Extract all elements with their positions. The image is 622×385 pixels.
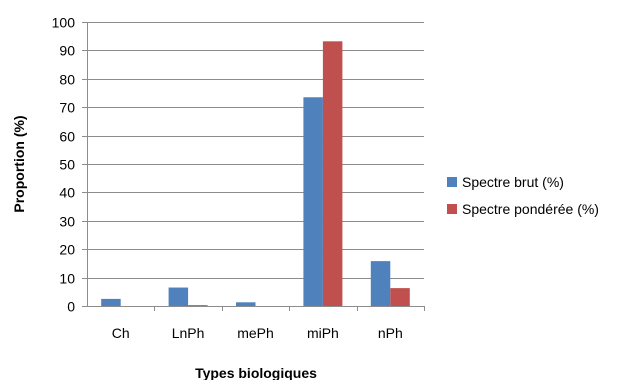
tick-labels: 0 10 20 30 40 50 60 70 80 90 100 Ch LnPh mePh miPh nPh: [52, 15, 403, 342]
y-tick-label-60: 60: [59, 129, 75, 145]
bar-LnPh-series-1: [168, 287, 189, 306]
legend-swatch-1: [447, 177, 457, 187]
x-tick-label-mePh: mePh: [237, 325, 274, 341]
bar-miPh-series-1: [303, 97, 323, 306]
y-tick-label-80: 80: [59, 72, 75, 88]
x-tick-label-LnPh: LnPh: [172, 325, 205, 341]
legend: Spectre brut (%) Spectre pondérée (%): [447, 174, 599, 217]
gridlines: [82, 22, 425, 311]
legend-label-2: Spectre pondérée (%): [462, 201, 599, 217]
y-tick-label-10: 10: [59, 271, 75, 287]
bar-Ch-series-1: [101, 298, 121, 306]
y-tick-label-30: 30: [59, 214, 75, 230]
y-tick-label-90: 90: [59, 43, 75, 59]
y-tick-label-20: 20: [59, 242, 75, 258]
y-tick-label-100: 100: [52, 15, 76, 31]
bar-LnPh-series-2: [188, 305, 208, 306]
bar-mePh-series-1: [236, 302, 256, 306]
x-tick-label-miPh: miPh: [307, 325, 339, 341]
y-tick-label-70: 70: [59, 100, 75, 116]
y-tick-label-50: 50: [59, 157, 75, 173]
y-axis-title: Proportion (%): [11, 115, 27, 212]
bars: [101, 41, 410, 306]
x-tick-label-Ch: Ch: [112, 325, 130, 341]
bar-nPh-series-1: [370, 261, 391, 306]
x-tick-label-nPh: nPh: [378, 325, 403, 341]
bar-nPh-series-2: [390, 288, 410, 306]
legend-label-1: Spectre brut (%): [462, 174, 564, 190]
axes: [87, 22, 424, 307]
legend-swatch-2: [447, 204, 457, 214]
x-axis-title: Types biologiques: [195, 365, 317, 380]
bar-miPh-series-2: [322, 41, 343, 306]
y-tick-label-0: 0: [67, 299, 75, 315]
y-tick-label-40: 40: [59, 185, 75, 201]
